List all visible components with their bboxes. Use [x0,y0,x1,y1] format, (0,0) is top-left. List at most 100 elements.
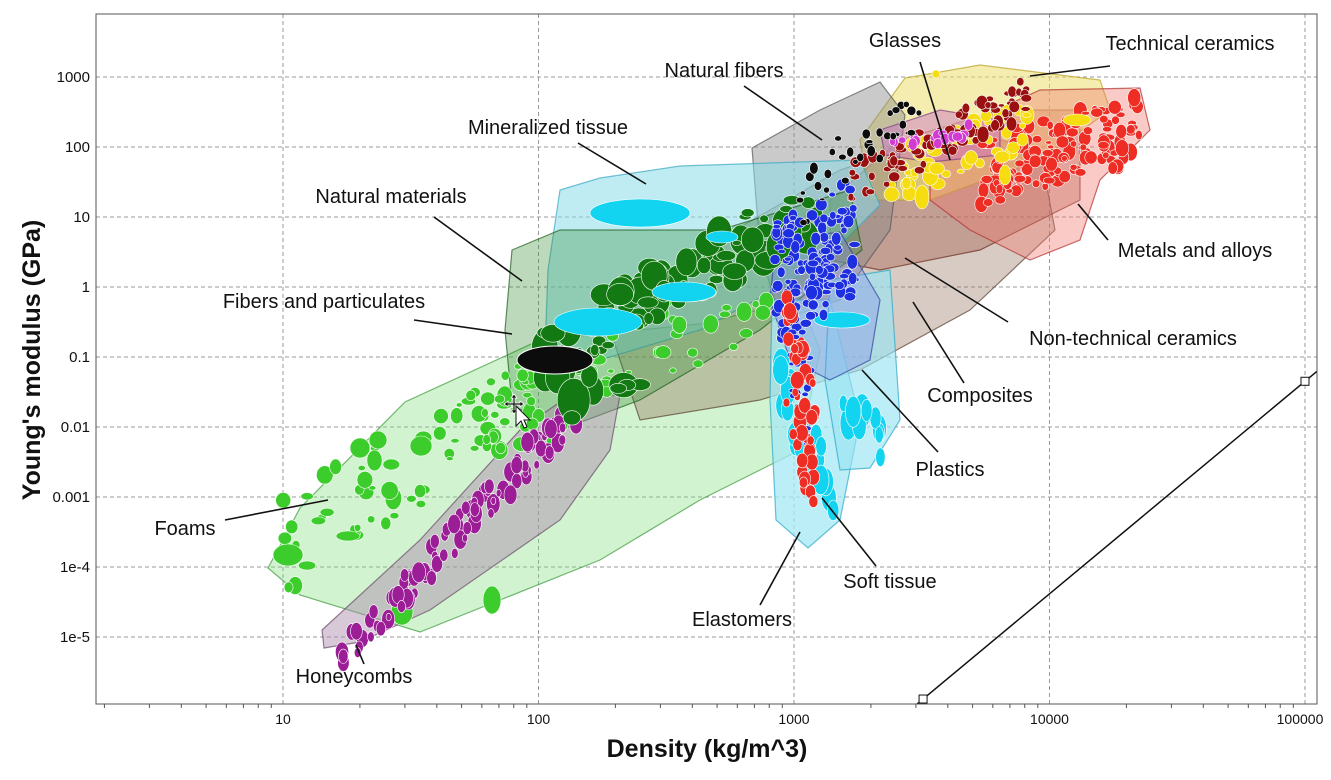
annotation-leader [861,369,939,453]
material-bubble [692,359,704,368]
guide-line-handle[interactable] [918,694,928,704]
material-bubble [469,445,480,452]
material-bubble [1107,99,1122,115]
material-bubble [754,305,771,321]
material-bubble [856,152,865,162]
material-bubble [818,308,829,321]
y-tick-label: 100 [65,139,90,156]
material-bubble [963,118,974,131]
material-bubble [806,209,819,222]
material-bubble [782,228,795,239]
axis-ticks: 10 100 1000 10000 100000 1e-5 1e-4 0.001 0.01 0.1… [52,69,1323,727]
material-bubble [335,530,361,542]
material-bubble [465,389,477,402]
material-bubble [852,159,859,165]
guide-line-handle[interactable] [1300,376,1310,386]
material-bubble [494,394,506,404]
material-bubble [801,391,809,397]
material-bubble [782,331,795,347]
material-bubble [469,502,480,517]
material-bubble [702,314,719,334]
material-bubble [675,247,698,277]
material-bubble [368,604,379,619]
material-bubble [375,621,387,637]
material-bubble [484,478,495,494]
material-bubble [795,196,805,204]
y-axis-label: Young's modulus (GPa) [18,220,46,500]
material-bubble [1028,154,1042,169]
material-bubble [1016,77,1025,87]
material-bubble [840,226,848,235]
material-bubble [1097,141,1110,150]
material-bubble [651,281,717,303]
material-bubble [367,631,375,643]
material-bubble [510,456,523,475]
y-tick-label: 0.01 [61,419,90,436]
material-bubble [366,449,383,472]
material-bubble [789,214,797,221]
material-bubble [848,241,861,248]
material-bubble [1016,132,1029,147]
material-bubble [931,69,941,79]
material-bubble [1021,112,1032,118]
material-bubble [821,300,830,309]
material-bubble [482,585,502,615]
material-bubble [495,489,502,498]
material-bubble [808,272,817,281]
material-bubble [990,119,1000,132]
material-bubble [589,198,691,228]
material-bubble [380,481,399,500]
material-bubble [961,102,971,114]
material-bubble [1074,168,1087,177]
material-bubble [426,570,437,586]
material-bubble [883,186,900,202]
material-bubble [607,368,615,374]
material-bubble [772,355,790,385]
material-bubble [799,190,806,196]
material-bubble [838,153,847,161]
material-bubble [805,285,818,301]
guide-line [915,370,1317,704]
material-bubble [451,547,459,559]
material-bubble [908,137,918,151]
material-bubble [784,278,792,285]
material-bubble [759,214,769,224]
material-bubble [485,377,496,387]
material-bubble [739,328,754,339]
annotation-fibers-and-particulates: Fibers and particulates [223,291,425,313]
x-tick-label: 100000 [1277,711,1324,727]
material-bubble [368,430,388,450]
material-bubble [562,410,582,426]
material-bubble [817,221,828,235]
annotation-technical-ceramics: Technical ceramics [1106,33,1275,55]
material-bubble [487,508,495,519]
material-bubble [1069,163,1078,171]
material-bubble [553,307,643,337]
material-bubble [415,499,427,508]
x-axis-label: Density (kg/m^3) [607,735,808,763]
material-bubble [319,507,335,517]
material-bubble [1006,141,1020,154]
material-bubble [499,417,511,427]
material-bubble [450,407,464,425]
material-bubble [356,470,374,489]
material-bubble [807,259,819,268]
material-bubble [1007,85,1017,98]
material-bubble [815,264,824,275]
material-bubble [275,492,292,509]
material-bubble [1020,106,1031,112]
material-bubble [740,208,755,218]
annotation-leader [904,257,1009,323]
material-bubble [544,419,558,439]
material-bubble [590,344,600,357]
material-bubble [848,272,858,285]
x-tick-label: 100 [527,711,551,727]
material-bubble [722,262,747,280]
material-bubble [914,184,930,210]
material-bubble [977,182,990,199]
material-bubble [380,516,392,531]
material-bubble [1020,94,1033,103]
material-bubble [933,138,943,150]
material-bubble [1041,149,1054,157]
material-bubble [790,343,799,355]
